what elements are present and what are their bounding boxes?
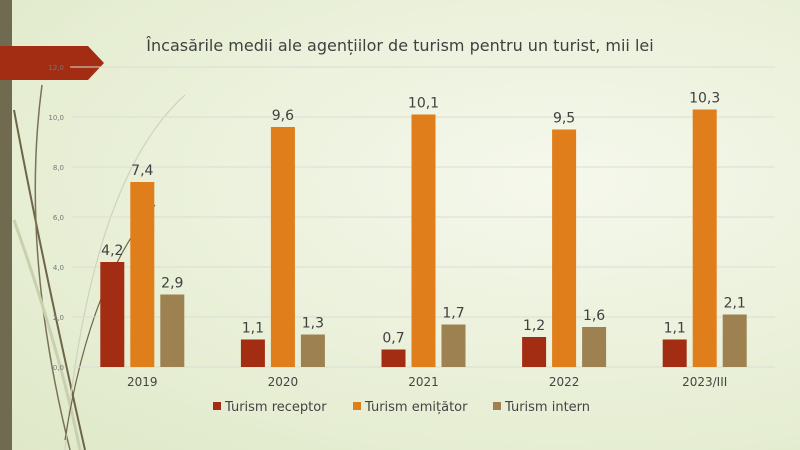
- data-label: 10,1: [408, 96, 439, 112]
- y-tick-label: 12,0: [48, 64, 64, 72]
- bar: [411, 114, 436, 367]
- bar: [662, 339, 687, 367]
- legend-swatch: [213, 402, 221, 410]
- decorative-curves: [12, 84, 186, 450]
- title-arrow-banner: [0, 46, 104, 80]
- bar: [692, 109, 717, 367]
- legend-swatch: [353, 402, 361, 410]
- bar: [441, 324, 466, 367]
- data-label: 9,5: [553, 111, 575, 127]
- x-tick-label: 2020: [268, 375, 299, 389]
- bar: [582, 327, 607, 367]
- data-label: 2,1: [724, 296, 746, 312]
- legend-label: Turism receptor: [224, 400, 327, 415]
- data-label: 1,1: [242, 321, 264, 337]
- y-tick-label: 0,0: [53, 364, 64, 372]
- data-label: 1,1: [664, 321, 686, 337]
- data-label: 1,3: [302, 316, 324, 332]
- bar: [160, 294, 185, 367]
- y-tick-label: 8,0: [53, 164, 64, 172]
- legend-swatch: [493, 402, 501, 410]
- legend-label: Turism emițător: [364, 400, 468, 415]
- data-label: 1,7: [442, 306, 464, 322]
- bar: [130, 182, 155, 367]
- bar: [240, 339, 265, 367]
- data-label: 10,3: [689, 91, 720, 107]
- x-tick-label: 2021: [408, 375, 439, 389]
- data-label: 7,4: [131, 163, 153, 179]
- data-label: 9,6: [272, 108, 294, 124]
- bar: [270, 127, 295, 367]
- y-tick-label: 6,0: [53, 214, 64, 222]
- legend-label: Turism intern: [504, 400, 590, 415]
- data-label: 0,7: [382, 331, 404, 347]
- y-tick-label: 10,0: [48, 114, 64, 122]
- slide-left-bar: [0, 0, 12, 450]
- y-tick-label: 2,0: [53, 314, 64, 322]
- chart-title: Încasările medii ale agențiilor de turis…: [146, 36, 654, 55]
- data-label: 2,9: [161, 276, 183, 292]
- data-label: 1,6: [583, 308, 605, 324]
- data-label: 4,2: [101, 243, 123, 259]
- bar: [300, 334, 325, 367]
- x-tick-label: 2019: [127, 375, 158, 389]
- bar: [100, 262, 125, 367]
- bar: [522, 337, 547, 367]
- y-tick-label: 4,0: [53, 264, 64, 272]
- data-label: 1,2: [523, 318, 545, 334]
- bar: [722, 314, 747, 367]
- bar: [552, 129, 577, 367]
- x-tick-label: 2023/III: [682, 375, 727, 389]
- bar: [381, 349, 406, 367]
- x-tick-label: 2022: [549, 375, 580, 389]
